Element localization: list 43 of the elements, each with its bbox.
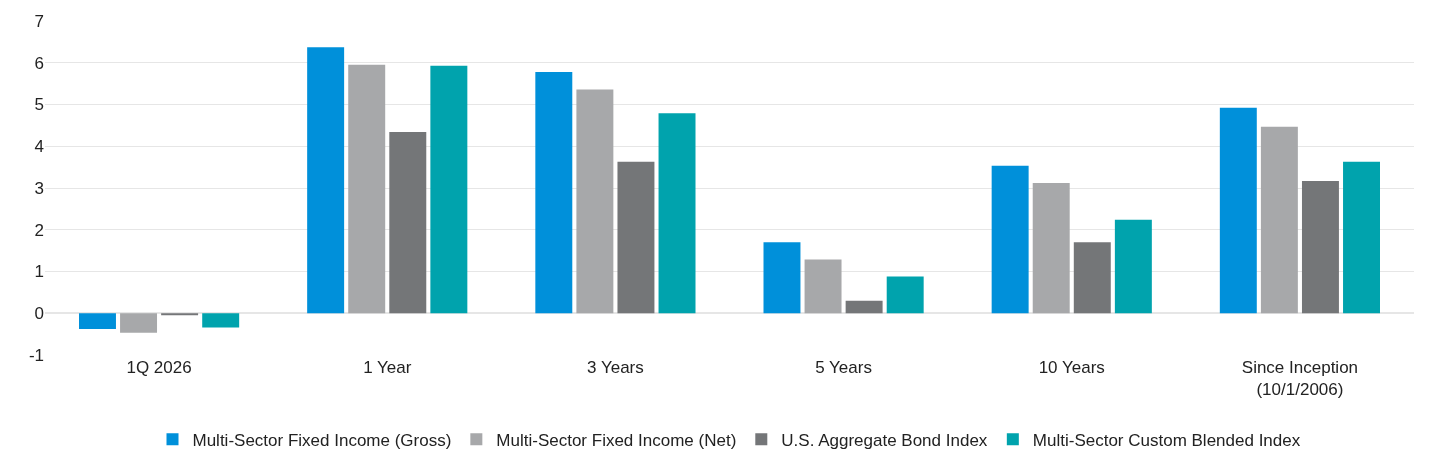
bar bbox=[886, 276, 924, 314]
bar bbox=[1343, 161, 1380, 314]
bar bbox=[202, 313, 240, 328]
bar bbox=[658, 113, 696, 314]
bar bbox=[804, 259, 842, 314]
y-tick-label: 4 bbox=[34, 137, 44, 157]
legend-label: Multi-Sector Fixed Income (Net) bbox=[496, 430, 737, 450]
bar bbox=[763, 242, 801, 314]
bar bbox=[1073, 242, 1111, 314]
bar bbox=[845, 300, 883, 314]
x-tick-label: 3 Years bbox=[587, 358, 644, 377]
y-tick-label: 7 bbox=[34, 11, 44, 31]
y-tick-label: 0 bbox=[34, 304, 44, 324]
y-tick-label: 6 bbox=[34, 53, 44, 73]
legend-label: Multi-Sector Custom Blended Index bbox=[1032, 430, 1301, 450]
bar bbox=[1301, 180, 1339, 314]
bar bbox=[1219, 107, 1257, 314]
bar bbox=[307, 47, 345, 314]
x-tick-label: 1 Year bbox=[363, 358, 412, 377]
bar bbox=[1260, 126, 1298, 314]
bar bbox=[348, 64, 386, 314]
bar bbox=[161, 313, 199, 316]
x-tick-label: 1Q 2026 bbox=[126, 358, 192, 377]
y-tick-label: 3 bbox=[34, 178, 44, 198]
bar bbox=[430, 65, 468, 314]
x-tick-label: Since Inception (10/1/2006) bbox=[1241, 358, 1359, 400]
y-tick-label: 5 bbox=[34, 95, 44, 115]
legend-label: U.S. Aggregate Bond Index bbox=[781, 430, 988, 450]
bar bbox=[389, 132, 427, 314]
bar bbox=[79, 313, 116, 330]
x-tick-label: 5 Years bbox=[815, 358, 872, 377]
legend-label: Multi-Sector Fixed Income (Gross) bbox=[192, 430, 452, 450]
bar bbox=[617, 161, 655, 314]
bar bbox=[1032, 182, 1070, 314]
x-tick-label: 10 Years bbox=[1038, 358, 1105, 377]
y-tick-label: 1 bbox=[34, 262, 44, 282]
bar bbox=[1114, 219, 1152, 314]
y-tick-label: -1 bbox=[28, 345, 44, 365]
bar bbox=[576, 89, 614, 314]
bar bbox=[535, 71, 573, 314]
bar bbox=[991, 165, 1029, 314]
y-tick-label: 2 bbox=[34, 220, 44, 240]
bar bbox=[120, 313, 158, 333]
